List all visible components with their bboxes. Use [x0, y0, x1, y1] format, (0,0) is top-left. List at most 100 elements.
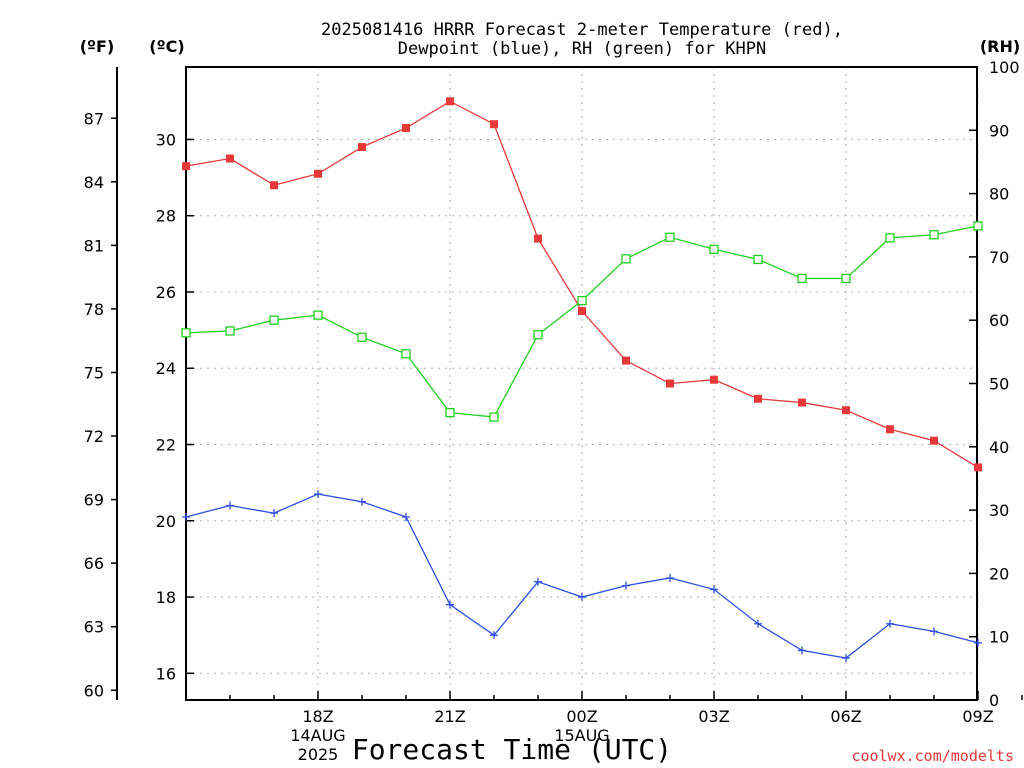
rh-tick-label: 10 [989, 628, 1009, 647]
celsius-tick-label: 22 [156, 436, 176, 455]
celsius-tick-label: 28 [156, 207, 176, 226]
rh-point [313, 310, 323, 320]
temperature-point [666, 379, 674, 388]
rh-point [929, 230, 939, 240]
dewpoint-point [182, 512, 190, 521]
x-tick-label: 21Z [434, 707, 465, 726]
dewpoint-point [842, 654, 850, 663]
fahrenheit-tick-label: 84 [84, 173, 104, 192]
temperature-point [578, 307, 586, 316]
fahrenheit-tick-label: 72 [84, 427, 104, 446]
dewpoint-point [534, 577, 542, 586]
temperature-point [402, 124, 410, 133]
temperature-point [622, 356, 630, 365]
temperature-point [886, 425, 894, 434]
rh-tick-label: 70 [989, 248, 1009, 267]
rh-tick-label: 100 [989, 58, 1020, 77]
temperature-point [446, 97, 454, 106]
fahrenheit-tick-label: 81 [84, 236, 104, 255]
fahrenheit-tick-label: 69 [84, 491, 104, 510]
rh-point [577, 295, 587, 306]
dewpoint-point [226, 501, 234, 510]
fahrenheit-tick-label: 66 [84, 554, 104, 573]
rh-point [401, 349, 411, 359]
fahrenheit-tick-label: 60 [84, 681, 104, 700]
dewpoint-point [446, 600, 454, 609]
temperature-point [182, 162, 190, 171]
temperature-point [226, 154, 234, 163]
celsius-unit-label: (ºC) [149, 37, 184, 56]
x-tick-label: 06Z [830, 707, 861, 726]
temperature-point [534, 234, 542, 243]
dewpoint-point [490, 631, 498, 640]
rh-point [709, 244, 719, 254]
rh-unit-label: (RH) [980, 37, 1020, 56]
rh-tick-label: 80 [989, 185, 1009, 204]
fahrenheit-tick-label: 75 [84, 363, 104, 382]
celsius-tick-label: 26 [156, 283, 176, 302]
temperature-point [754, 394, 762, 403]
rh-tick-label: 90 [989, 121, 1009, 140]
celsius-tick-label: 16 [156, 664, 176, 683]
rh-point [753, 254, 763, 265]
dewpoint-point [886, 619, 894, 628]
rh-tick-label: 20 [989, 564, 1009, 583]
x-date-label: 2025 [298, 745, 339, 764]
temperature-point [842, 406, 850, 415]
rh-point [445, 407, 455, 418]
gridlines [186, 67, 979, 700]
dewpoint-point [270, 509, 278, 518]
celsius-tick-label: 24 [156, 359, 176, 378]
fahrenheit-tick-label: 63 [84, 618, 104, 637]
temperature-point [358, 143, 366, 152]
dewpoint-point [402, 512, 410, 521]
rh-point [357, 332, 367, 342]
rh-tick-label: 30 [989, 501, 1009, 520]
temperature-point [490, 120, 498, 129]
fahrenheit-unit-label: (ºF) [80, 37, 115, 56]
dewpoint-point [930, 627, 938, 636]
dewpoint-point [622, 581, 630, 590]
rh-tick-label: 40 [989, 438, 1009, 457]
dewpoint-line [185, 493, 979, 659]
dewpoint-point [314, 490, 322, 499]
rh-point [269, 315, 279, 325]
x-tick-label: 00Z [566, 707, 597, 726]
x-tick-label: 18Z [302, 707, 333, 726]
source-credit: coolwx.com/modelts [851, 747, 1014, 765]
data-series [181, 97, 983, 663]
axes [111, 66, 1023, 701]
x-date-label: 15AUG [554, 726, 609, 745]
x-axis-title: Forecast Time (UTC) [352, 733, 672, 766]
rh-point [489, 412, 499, 422]
rh-point [665, 232, 675, 242]
dewpoint-point [798, 646, 806, 655]
dewpoint-point [974, 638, 982, 647]
temperature-point [314, 169, 322, 178]
rh-tick-label: 60 [989, 311, 1009, 330]
rh-point [973, 221, 983, 231]
rh-tick-label: 50 [989, 375, 1009, 394]
temperature-point [930, 436, 938, 445]
chart-title-line1: 2025081416 HRRR Forecast 2-meter Tempera… [321, 20, 843, 40]
rh-point [181, 328, 191, 338]
fahrenheit-tick-label: 87 [84, 109, 104, 128]
temperature-point [798, 398, 806, 407]
temperature-point [974, 463, 982, 472]
fahrenheit-tick-label: 78 [84, 300, 104, 319]
temperature-point [270, 181, 278, 190]
x-tick-label: 09Z [962, 707, 993, 726]
rh-point [797, 273, 807, 284]
x-tick-label: 03Z [698, 707, 729, 726]
rh-point [841, 273, 851, 284]
celsius-tick-label: 20 [156, 512, 176, 531]
rh-point [533, 330, 543, 340]
rh-point [621, 254, 631, 264]
dewpoint-point [578, 593, 586, 602]
dewpoint-point [710, 585, 718, 594]
rh-point [885, 233, 895, 243]
rh-point [225, 326, 235, 336]
temperature-point [710, 375, 718, 384]
